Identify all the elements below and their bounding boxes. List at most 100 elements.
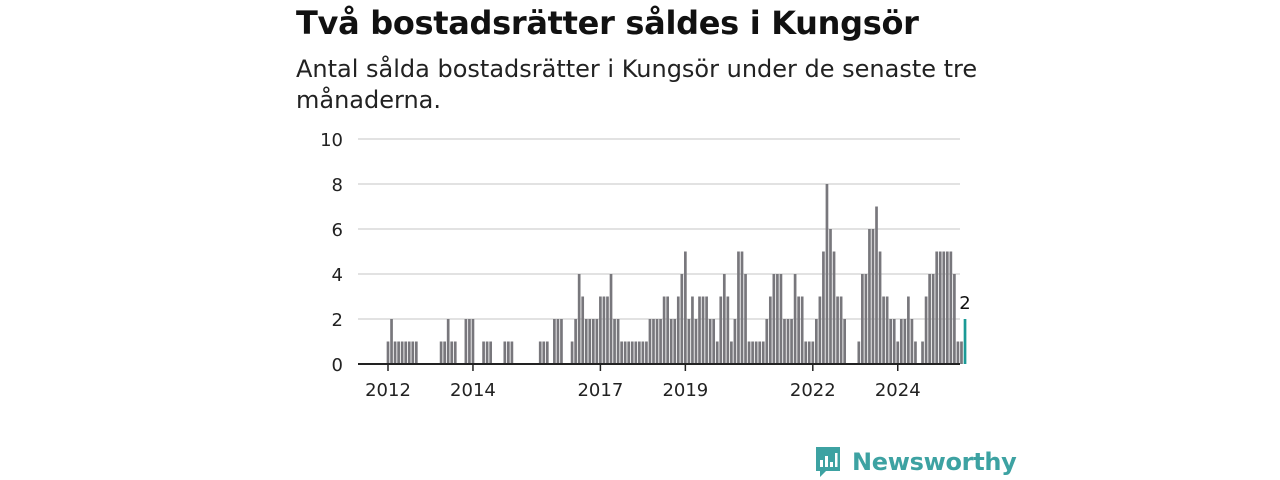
bar (542, 341, 546, 364)
y-tick-label: 4 (332, 265, 343, 286)
bar (705, 296, 708, 364)
bar (875, 206, 878, 364)
bar (684, 251, 687, 364)
bar (446, 319, 450, 364)
bar (747, 341, 751, 364)
bar (404, 341, 408, 364)
bar (956, 341, 960, 364)
bar-chart-speech-bubble-icon (816, 447, 840, 477)
bar (464, 319, 468, 364)
bar (468, 319, 471, 364)
bar (945, 251, 949, 364)
bar (489, 341, 493, 364)
bar (892, 319, 896, 364)
bar (545, 341, 549, 364)
bar (896, 341, 900, 364)
bar (669, 319, 673, 364)
bar (538, 341, 542, 364)
bar (921, 341, 924, 364)
bar (797, 296, 800, 364)
bar (701, 296, 705, 364)
bar (903, 319, 907, 364)
bar (634, 341, 638, 364)
bar (910, 319, 914, 364)
bar (811, 341, 815, 364)
bar (832, 251, 836, 364)
bar (652, 319, 655, 364)
bar (878, 251, 882, 364)
bar (882, 296, 885, 364)
bar-highlight (963, 319, 967, 364)
bar (864, 274, 868, 364)
y-tick-label: 0 (332, 355, 343, 376)
bar (953, 274, 956, 364)
bar (776, 274, 779, 364)
bar (606, 296, 609, 364)
bar (691, 296, 694, 364)
bar (740, 251, 744, 364)
y-tick-label: 2 (332, 310, 343, 331)
bar (641, 341, 645, 364)
bar (779, 274, 783, 364)
bar (758, 341, 762, 364)
bar (914, 341, 917, 364)
bar (754, 341, 758, 364)
bars (386, 184, 967, 364)
bar (645, 341, 648, 364)
brand-name: Newsworthy (852, 448, 1017, 476)
bar (407, 341, 411, 364)
bar (450, 341, 454, 364)
x-tick-label: 2022 (790, 380, 836, 401)
bar (637, 341, 641, 364)
bar (938, 251, 942, 364)
bar (588, 319, 592, 364)
bar (623, 341, 627, 364)
bar (783, 319, 786, 364)
bar (868, 229, 871, 364)
bar (694, 319, 698, 364)
highlight-value-label: 2 (959, 293, 970, 314)
bar (676, 296, 680, 364)
bar (800, 296, 804, 364)
bar (744, 274, 747, 364)
bar (570, 341, 574, 364)
bar (687, 319, 691, 364)
bar (829, 229, 832, 364)
bar (471, 319, 475, 364)
bar (613, 319, 616, 364)
bar (733, 319, 737, 364)
bar (630, 341, 634, 364)
bar (772, 274, 776, 364)
bar (666, 296, 670, 364)
chart-title: Två bostadsrätter såldes i Kungsör (296, 4, 919, 42)
y-tick-label: 10 (320, 130, 343, 151)
bar (411, 341, 415, 364)
bar (790, 319, 793, 364)
bar (836, 296, 839, 364)
bar (680, 274, 684, 364)
bar-chart: 0 2 4 6 8 10 2012 2014 2017 2019 2022 2024 2 (320, 130, 971, 401)
bar (662, 296, 666, 364)
bar (485, 341, 489, 364)
bar (577, 274, 581, 364)
y-axis-ticks: 0 2 4 6 8 10 (320, 130, 343, 376)
bar (949, 251, 953, 364)
bar (390, 319, 393, 364)
bar (659, 319, 662, 364)
bar (655, 319, 659, 364)
bar (761, 341, 765, 364)
bar (712, 319, 716, 364)
bar (673, 319, 677, 364)
bar (726, 296, 730, 364)
grid-lines (358, 138, 960, 320)
bar (510, 341, 514, 364)
bar (584, 319, 588, 364)
bar (609, 274, 613, 364)
bar (708, 319, 712, 364)
bar (730, 341, 733, 364)
bar (719, 296, 723, 364)
bar (907, 296, 910, 364)
bar (599, 296, 602, 364)
bar (942, 251, 946, 364)
bar (620, 341, 623, 364)
